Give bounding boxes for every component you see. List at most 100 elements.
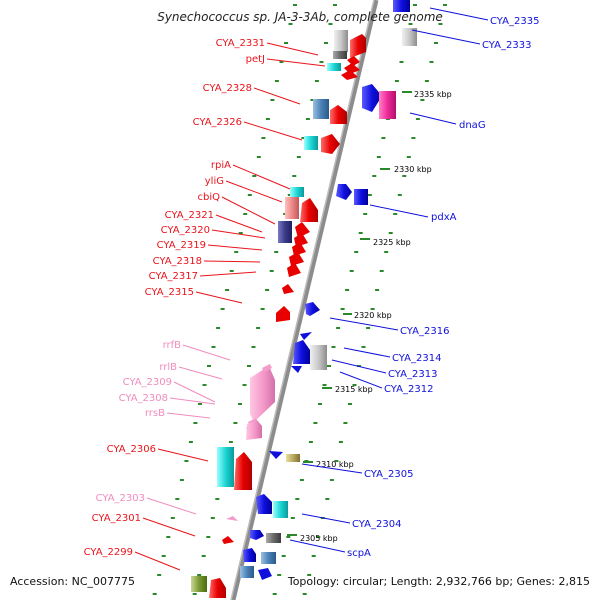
gene-label-cya2333[interactable]: CYA_2333	[482, 40, 531, 51]
gene-glyph-cya2317[interactable]	[287, 263, 301, 277]
gene-label-cya2306[interactable]: CYA_2306	[107, 444, 156, 455]
gene-glyph-cya2321[interactable]	[295, 222, 310, 238]
gene-glyph[interactable]	[243, 548, 256, 562]
gene-glyph[interactable]	[256, 494, 272, 514]
map-title: Synechococcus sp. JA-3-3Ab, complete gen…	[157, 10, 443, 24]
scale-tick-label: 2330 kbp	[394, 165, 432, 174]
gene-glyph-cya2299[interactable]	[191, 576, 207, 592]
gene-label-petj[interactable]: petJ	[246, 54, 265, 65]
gene-label-scpa[interactable]: scpA	[347, 548, 371, 559]
gene-label-cya2308[interactable]: CYA_2308	[119, 393, 168, 404]
gene-glyph-cya2320[interactable]	[294, 233, 308, 247]
gene-glyph-cya2315[interactable]	[276, 306, 290, 322]
gene-glyph-cya2312[interactable]	[291, 366, 302, 373]
gene-label-cya2315[interactable]: CYA_2315	[145, 287, 194, 298]
gene-glyph[interactable]	[330, 105, 347, 124]
label-leader-line	[243, 121, 303, 141]
gene-glyph-ylig[interactable]	[285, 197, 299, 219]
gene-glyph[interactable]	[347, 56, 360, 66]
gene-label-cya2335[interactable]: CYA_2335	[490, 16, 539, 27]
gene-glyph[interactable]	[261, 552, 276, 564]
gene-label-cya2319[interactable]: CYA_2319	[157, 240, 206, 251]
gene-label-cbiq[interactable]: cbiQ	[198, 192, 221, 203]
track-dot	[301, 137, 306, 139]
gene-glyph[interactable]	[282, 284, 294, 294]
track-dot	[338, 441, 343, 443]
gene-glyph-cya2301[interactable]	[222, 536, 234, 544]
gene-label-cya2309[interactable]: CYA_2309	[123, 377, 172, 388]
gene-label-rrlb[interactable]: rrlB	[159, 362, 177, 373]
gene-glyph[interactable]	[269, 451, 283, 459]
gene-glyph[interactable]	[334, 30, 348, 52]
gene-glyph[interactable]	[333, 51, 347, 59]
gene-label-cya2305[interactable]: CYA_2305	[364, 469, 413, 480]
track-dot	[184, 460, 189, 462]
gene-label-cya2304[interactable]: CYA_2304	[352, 519, 401, 530]
gene-glyph-rrfb[interactable]	[262, 364, 272, 372]
track-dot	[251, 346, 256, 348]
gene-label-cya2299[interactable]: CYA_2299	[84, 547, 133, 558]
gene-glyph-cya2306[interactable]	[234, 452, 252, 490]
track-dot	[238, 232, 243, 234]
gene-glyph-rrsb[interactable]	[246, 420, 262, 440]
track-dot	[233, 422, 238, 424]
gene-glyph-dnag[interactable]	[379, 91, 396, 119]
gene-glyph-cya2318[interactable]	[289, 252, 304, 266]
gene-label-cya2331[interactable]: CYA_2331	[216, 38, 265, 49]
track-dot	[299, 479, 304, 481]
gene-glyph-cya2331[interactable]	[350, 34, 366, 58]
gene-label-cya2318[interactable]: CYA_2318	[153, 256, 202, 267]
gene-glyph[interactable]	[341, 70, 358, 80]
gene-label-cya2320[interactable]: CYA_2320	[161, 225, 210, 236]
gene-glyph[interactable]	[258, 568, 272, 580]
label-leader-line	[329, 317, 399, 331]
gene-glyph-cbiq[interactable]	[278, 221, 292, 243]
gene-glyph-cya2335[interactable]	[393, 0, 410, 12]
gene-label-cya2303[interactable]: CYA_2303	[96, 493, 145, 504]
gene-glyph-rrlb[interactable]	[250, 366, 275, 422]
gene-label-ylig[interactable]: yliG	[205, 176, 224, 187]
gene-label-cya2317[interactable]: CYA_2317	[149, 271, 198, 282]
gene-glyph-cya2326[interactable]	[304, 136, 318, 150]
gene-glyph-petj[interactable]	[327, 63, 341, 71]
gene-label-cya2313[interactable]: CYA_2313	[388, 369, 437, 380]
gene-glyph-cya2333[interactable]	[402, 28, 417, 46]
gene-label-cya2321[interactable]: CYA_2321	[165, 210, 214, 221]
gene-glyph-scpa[interactable]	[250, 530, 264, 540]
gene-glyph-pdxa[interactable]	[354, 189, 368, 205]
gene-glyph[interactable]	[300, 198, 318, 222]
track-dot	[225, 289, 230, 291]
gene-glyph-cya2319[interactable]	[292, 242, 306, 256]
gene-glyph-cya2316[interactable]	[305, 302, 320, 316]
gene-label-cya2326[interactable]: CYA_2326	[193, 117, 242, 128]
gene-label-cya2312[interactable]: CYA_2312	[384, 384, 433, 395]
gene-label-cya2301[interactable]: CYA_2301	[92, 513, 141, 524]
gene-glyph-cya2328[interactable]	[313, 99, 329, 119]
gene-glyph-cya2304[interactable]	[273, 501, 288, 518]
gene-glyph[interactable]	[321, 134, 340, 154]
gene-glyph[interactable]	[240, 566, 254, 578]
gene-label-rpia[interactable]: rpiA	[211, 160, 231, 171]
gene-glyph-cya2306[interactable]	[217, 447, 234, 487]
gene-label-rrsb[interactable]: rrsB	[145, 408, 165, 419]
gene-glyph-rpia[interactable]	[290, 187, 304, 197]
gene-glyph-dnag[interactable]	[362, 84, 382, 112]
gene-label-cya2316[interactable]: CYA_2316	[400, 326, 449, 337]
gene-glyph-cya2305[interactable]	[286, 454, 300, 462]
gene-label-dnag[interactable]: dnaG	[459, 120, 486, 131]
gene-glyph-cya2313[interactable]	[310, 345, 327, 370]
gene-label-cya2314[interactable]: CYA_2314	[392, 353, 441, 364]
gene-label-cya2328[interactable]: CYA_2328	[203, 83, 252, 94]
gene-label-rrfb[interactable]: rrfB	[163, 340, 182, 351]
track-dot	[324, 42, 328, 44]
gene-glyph[interactable]	[209, 578, 226, 598]
gene-glyph[interactable]	[266, 533, 281, 543]
gene-glyph[interactable]	[300, 332, 312, 340]
gene-glyph-pdxa[interactable]	[336, 184, 352, 200]
gene-label-pdxa[interactable]: pdxA	[431, 212, 457, 223]
scale-tick: 2305 kbp	[287, 534, 338, 543]
gene-glyph-cya2303[interactable]	[226, 516, 238, 521]
gene-glyph-cya2314[interactable]	[293, 340, 310, 364]
